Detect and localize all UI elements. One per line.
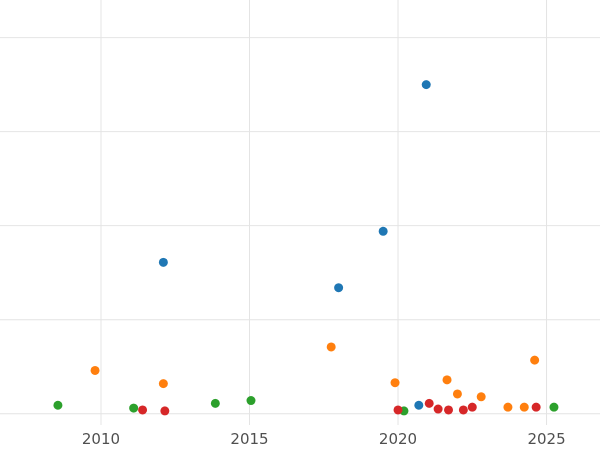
data-point-series-red [467,402,477,412]
data-point-series-red [433,404,443,414]
data-point-series-orange [90,365,100,375]
data-point-series-orange [442,375,452,385]
data-point-series-blue [421,80,431,90]
data-point-series-orange [452,389,462,399]
x-axis-tick-label: 2025 [527,430,565,448]
data-point-series-orange [390,378,400,388]
data-point-series-red [160,406,170,416]
data-point-series-orange [476,392,486,402]
data-point-series-blue [158,257,168,267]
data-point-series-orange [326,342,336,352]
data-point-series-green [246,396,256,406]
data-point-series-orange [519,402,529,412]
x-axis-tick-label: 2010 [82,430,120,448]
data-point-series-orange [530,355,540,365]
x-axis-tick-label: 2015 [230,430,268,448]
data-point-series-green [129,403,139,413]
data-point-series-blue [378,226,388,236]
data-point-series-green [210,398,220,408]
data-point-series-green [53,400,63,410]
data-point-series-red [458,405,468,415]
data-point-series-red [138,405,148,415]
data-point-series-red [531,402,541,412]
data-point-series-blue [414,400,424,410]
data-point-series-red [444,405,454,415]
x-axis-tick-label: 2020 [379,430,417,448]
data-point-series-orange [158,379,168,389]
data-point-series-red [424,398,434,408]
data-point-series-red [393,405,403,415]
data-point-series-green [549,402,559,412]
data-point-series-blue [334,283,344,293]
data-point-series-orange [503,402,513,412]
